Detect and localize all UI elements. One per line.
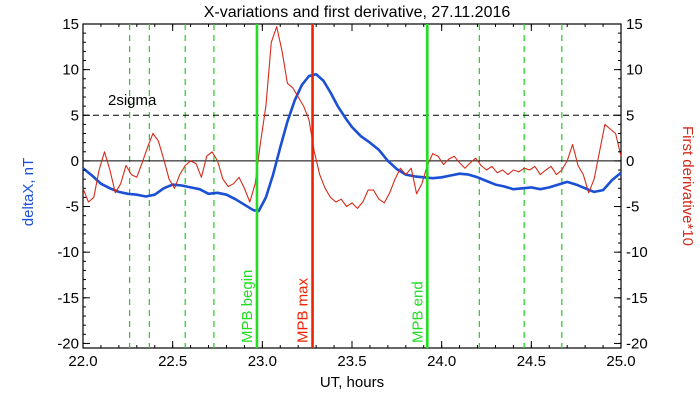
y-tick-label-right-3: 0 bbox=[626, 153, 634, 170]
x-tick-label-3: 23.5 bbox=[337, 353, 366, 370]
y-tick-label-left-6: -15 bbox=[57, 290, 79, 307]
x-tick-label-2: 23.0 bbox=[248, 353, 277, 370]
y-axis-label-left: deltaX, nT bbox=[20, 158, 37, 226]
series-deltaX-line bbox=[82, 72, 622, 213]
y-tick-label-right-2: 5 bbox=[626, 107, 634, 124]
mpb-markers: MPB begin MPB max MPB end bbox=[239, 24, 429, 348]
y-tick-label-left-3: 0 bbox=[71, 153, 79, 170]
series-derivative-line bbox=[82, 26, 622, 209]
y-tick-label-right-1: 10 bbox=[626, 62, 643, 79]
mpb-marker-label-2: MPB end bbox=[409, 281, 426, 343]
y-tick-label-left-0: 15 bbox=[62, 16, 79, 33]
y-tick-label-right-7: -20 bbox=[626, 335, 648, 352]
y-tick-label-left-7: -20 bbox=[57, 335, 79, 352]
y-tick-label-right-6: -15 bbox=[626, 290, 648, 307]
x-tick-label-4: 24.0 bbox=[427, 353, 456, 370]
y-tick-label-left-1: 10 bbox=[62, 62, 79, 79]
x-tick-label-5: 24.5 bbox=[517, 353, 546, 370]
y-tick-label-right-5: -10 bbox=[626, 244, 648, 261]
y-tick-label-left-5: -10 bbox=[57, 244, 79, 261]
series-group bbox=[82, 26, 622, 213]
plot-frame bbox=[82, 23, 622, 349]
dashed-green-lines bbox=[129, 24, 563, 348]
x-tick-label-1: 22.5 bbox=[158, 353, 187, 370]
y-tick-label-left-2: 5 bbox=[71, 107, 79, 124]
x-tick-label-0: 22.0 bbox=[68, 353, 97, 370]
y-tick-label-right-4: -5 bbox=[626, 199, 639, 216]
x-axis-label: UT, hours bbox=[320, 374, 384, 391]
y-axis-label-right: First derivative*10 bbox=[679, 126, 696, 246]
y-tick-label-left-4: -5 bbox=[66, 199, 79, 216]
y-tick-label-right-0: 15 bbox=[626, 16, 643, 33]
mpb-marker-label-1: MPB max bbox=[295, 277, 312, 343]
sigma-label: 2sigma bbox=[108, 92, 157, 109]
ticks-group: 22.0 22.5 23.0 23.5 24.0 24.5 25.0 15 15 10 10 5 5 0 0… bbox=[57, 16, 647, 370]
mpb-marker-label-0: MPB begin bbox=[239, 270, 256, 343]
reference-lines bbox=[83, 114, 621, 162]
x-tick-label-6: 25.0 bbox=[606, 353, 635, 370]
chart-title: X-variations and first derivative, 27.11… bbox=[204, 4, 511, 21]
